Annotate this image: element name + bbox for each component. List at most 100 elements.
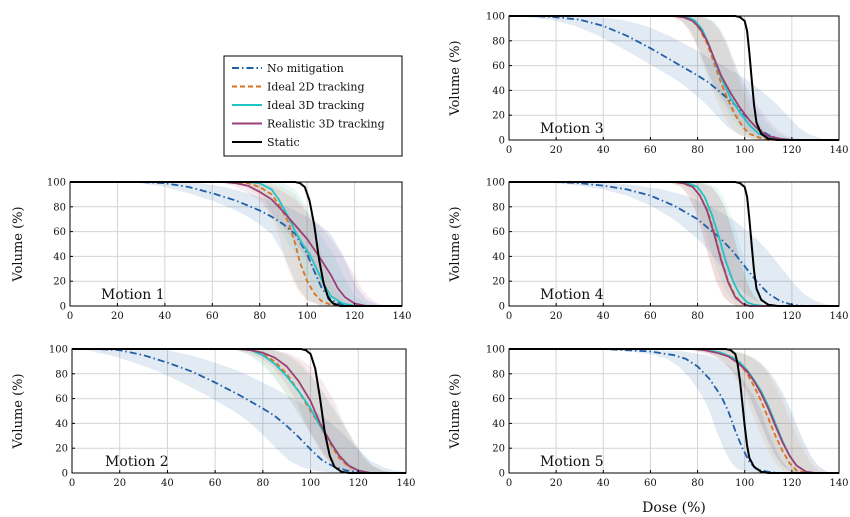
y-tick-label: 100 <box>49 345 68 356</box>
y-axis-label: Volume (%) <box>11 373 26 449</box>
y-tick-label: 80 <box>492 36 505 47</box>
x-tick-label: 120 <box>349 478 368 489</box>
y-tick-label: 40 <box>492 86 505 97</box>
band-no-mitigation <box>72 349 406 473</box>
x-tick-label: 120 <box>345 311 364 322</box>
axes-frame <box>69 181 403 307</box>
axes-frame <box>508 15 840 141</box>
legend-item-realistic-3d-tracking: Realistic 3D tracking <box>232 118 385 131</box>
legend-label: No mitigation <box>267 62 344 75</box>
band-realistic-3d-tracking <box>72 349 406 473</box>
x-tick-label: 140 <box>829 145 848 156</box>
panel-motion-4: 0 20 40 60 80 100 120 140 0 20 40 60 80 100 Volume (%)… <box>448 178 849 323</box>
series-line-no-mitigation <box>509 181 839 307</box>
series-line-static <box>72 348 406 474</box>
legend-entries: No mitigation Ideal 2D tracking Ideal 3D t… <box>232 62 385 149</box>
y-tick-label: 60 <box>53 227 66 238</box>
y-tick-label: 0 <box>499 136 505 147</box>
y-axis-label: Volume (%) <box>448 206 463 282</box>
band-ideal-3d-tracking <box>509 349 839 473</box>
panel-motion-3: 0 20 40 60 80 100 120 140 0 20 40 60 80 100 Volume (%)… <box>448 12 849 157</box>
band-no-mitigation <box>509 349 839 473</box>
x-tick-label: 140 <box>829 311 848 322</box>
x-tick-label: 100 <box>735 311 754 322</box>
x-tick-label: 40 <box>161 478 174 489</box>
series-line-static <box>509 15 839 141</box>
x-tick-label: 20 <box>550 145 563 156</box>
series-line-static <box>70 181 402 307</box>
y-tick-label: 20 <box>492 277 505 288</box>
panel-title: Motion 4 <box>540 287 604 303</box>
y-tick-label: 0 <box>499 469 505 480</box>
y-tick-label: 40 <box>53 252 66 263</box>
x-tick-label: 60 <box>644 478 657 489</box>
y-tick-label: 100 <box>486 345 505 356</box>
x-tick-label: 80 <box>691 145 704 156</box>
x-tick-label: 20 <box>113 478 126 489</box>
y-tick-label: 60 <box>55 394 68 405</box>
series-line-realistic-3d-tracking <box>509 181 839 307</box>
band-no-mitigation <box>509 182 839 306</box>
x-tick-label: 40 <box>158 311 171 322</box>
series-line-ideal-2d-tracking <box>70 181 402 307</box>
panel-title: Motion 3 <box>540 121 604 137</box>
x-tick-label: 120 <box>782 311 801 322</box>
x-tick-label: 100 <box>735 478 754 489</box>
y-tick-label: 0 <box>499 302 505 313</box>
x-tick-label: 80 <box>253 311 266 322</box>
series-line-ideal-2d-tracking <box>72 348 406 474</box>
series-line-no-mitigation <box>509 15 839 141</box>
x-tick-label: 100 <box>301 478 320 489</box>
x-tick-label: 60 <box>644 311 657 322</box>
x-tick-label: 140 <box>396 478 415 489</box>
x-tick-label: 60 <box>206 311 219 322</box>
x-tick-label: 60 <box>209 478 222 489</box>
panels-layer: 0 20 40 60 80 100 120 140 0 20 40 60 80 100 Volume (%)… <box>11 12 849 490</box>
band-ideal-2d-tracking <box>509 349 839 473</box>
legend-item-ideal-3d-tracking: Ideal 3D tracking <box>232 99 365 112</box>
x-tick-label: 40 <box>597 478 610 489</box>
x-tick-label: 80 <box>691 311 704 322</box>
series-line-ideal-3d-tracking <box>509 181 839 307</box>
panel-title: Motion 2 <box>105 454 169 470</box>
x-tick-label: 20 <box>550 311 563 322</box>
band-realistic-3d-tracking <box>509 16 839 140</box>
series-line-ideal-3d-tracking <box>70 181 402 307</box>
axes-frame <box>508 348 840 474</box>
y-tick-label: 80 <box>55 369 68 380</box>
band-no-mitigation <box>509 16 839 140</box>
legend-item-no-mitigation: No mitigation <box>232 62 344 75</box>
x-tick-label: 0 <box>69 478 75 489</box>
series-line-realistic-3d-tracking <box>72 348 406 474</box>
x-tick-label: 0 <box>506 311 512 322</box>
y-axis-label: Volume (%) <box>11 206 26 282</box>
x-tick-label: 20 <box>550 478 563 489</box>
band-ideal-3d-tracking <box>72 349 406 473</box>
x-tick-label: 100 <box>735 145 754 156</box>
y-tick-label: 100 <box>486 178 505 189</box>
x-tick-label: 60 <box>644 145 657 156</box>
series-line-realistic-3d-tracking <box>509 348 839 474</box>
panel-title: Motion 5 <box>540 454 604 470</box>
y-tick-label: 20 <box>492 111 505 122</box>
y-tick-label: 20 <box>55 444 68 455</box>
legend: No mitigation Ideal 2D tracking Ideal 3D t… <box>223 55 403 157</box>
series-line-no-mitigation <box>72 348 406 474</box>
band-ideal-3d-tracking <box>509 16 839 140</box>
y-tick-label: 80 <box>492 202 505 213</box>
y-tick-label: 100 <box>47 178 66 189</box>
x-tick-label: 80 <box>256 478 269 489</box>
series-line-realistic-3d-tracking <box>70 181 402 307</box>
y-tick-label: 80 <box>492 369 505 380</box>
x-tick-label: 80 <box>691 478 704 489</box>
y-tick-label: 20 <box>492 444 505 455</box>
band-realistic-3d-tracking <box>509 349 839 473</box>
y-tick-label: 60 <box>492 227 505 238</box>
x-axis-label: Dose (%) <box>642 500 706 516</box>
x-tick-label: 40 <box>597 311 610 322</box>
series-line-realistic-3d-tracking <box>509 15 839 141</box>
legend-item-ideal-2d-tracking: Ideal 2D tracking <box>232 81 365 94</box>
legend-item-static: Static <box>232 136 300 149</box>
series-line-static <box>509 181 839 307</box>
